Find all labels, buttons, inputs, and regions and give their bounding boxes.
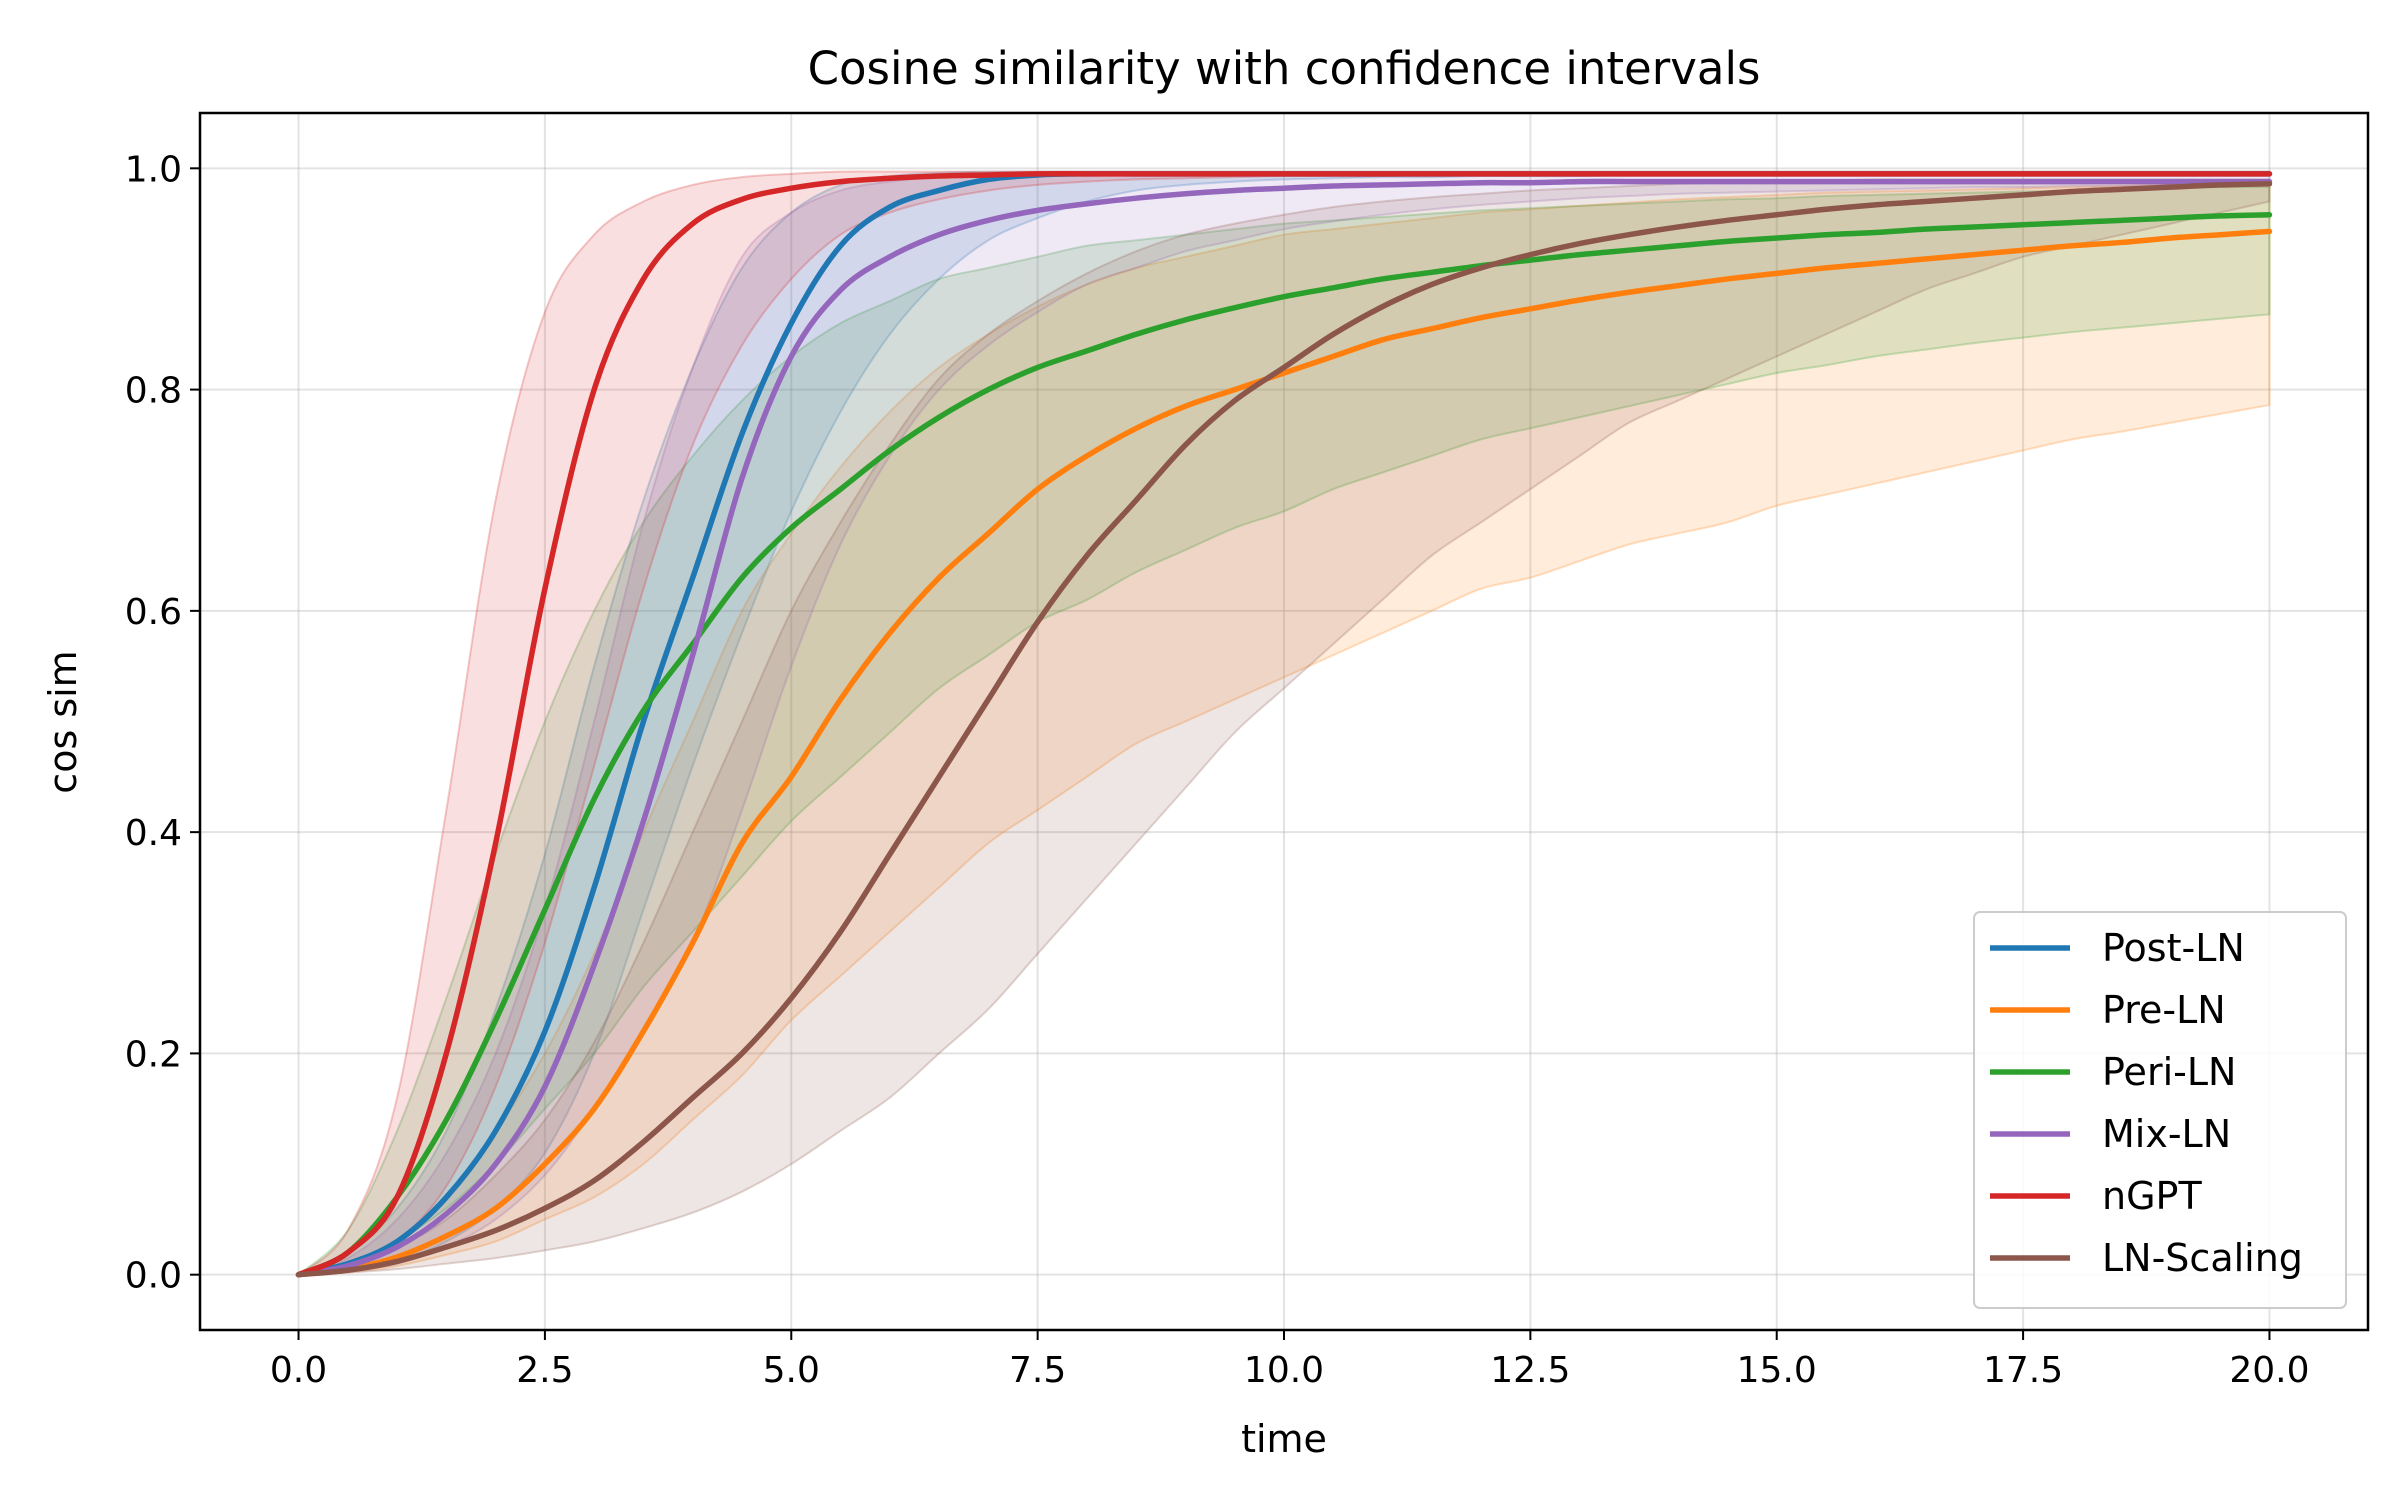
y-tick-label: 1.0 — [125, 149, 182, 190]
y-axis-label: cos sim — [41, 650, 85, 793]
legend: Post-LN Pre-LN Peri-LN Mix-LN nGPT LN-Scaling — [1973, 911, 2347, 1309]
series-line-ngpt — [295, 171, 2273, 1278]
y-tick-label: 0.4 — [125, 813, 182, 854]
series-line-layer — [295, 171, 2273, 1278]
series-line-mix-ln — [295, 178, 2273, 1278]
x-tick-label: 7.5 — [1009, 1350, 1066, 1391]
y-tick-label: 0.0 — [125, 1256, 182, 1297]
x-tick-label: 17.5 — [1983, 1350, 2063, 1391]
chart-title: Cosine similarity with confidence interv… — [808, 42, 1761, 95]
x-tick-label: 5.0 — [763, 1350, 820, 1391]
x-tick-label: 15.0 — [1737, 1350, 1817, 1391]
x-tick-label: 2.5 — [516, 1350, 573, 1391]
y-tick-label: 0.8 — [125, 371, 182, 412]
legend-label-ngpt: nGPT — [2102, 1174, 2202, 1218]
series-line-peri-ln — [295, 212, 2273, 1278]
legend-label-post-ln: Post-LN — [2102, 926, 2245, 970]
series-line-pre-ln — [295, 228, 2273, 1278]
y-tick-label: 0.2 — [125, 1034, 182, 1075]
y-tick-label: 0.6 — [125, 592, 182, 633]
tick-layer: 0.0 2.5 5.0 7.5 10.0 12.5 15.0 17.5 20.0 0.0 0.2 0.… — [125, 149, 2310, 1391]
x-tick-label: 12.5 — [1490, 1350, 1570, 1391]
legend-label-pre-ln: Pre-LN — [2102, 988, 2226, 1032]
x-tick-label: 0.0 — [270, 1350, 327, 1391]
x-tick-label: 20.0 — [2229, 1350, 2309, 1391]
x-axis-label: time — [1241, 1417, 1327, 1461]
legend-label-peri-ln: Peri-LN — [2102, 1050, 2236, 1094]
legend-label-ln-scaling: LN-Scaling — [2102, 1236, 2303, 1280]
x-tick-label: 10.0 — [1244, 1350, 1324, 1391]
legend-label-mix-ln: Mix-LN — [2102, 1112, 2231, 1156]
series-line-ln-scaling — [295, 181, 2273, 1278]
